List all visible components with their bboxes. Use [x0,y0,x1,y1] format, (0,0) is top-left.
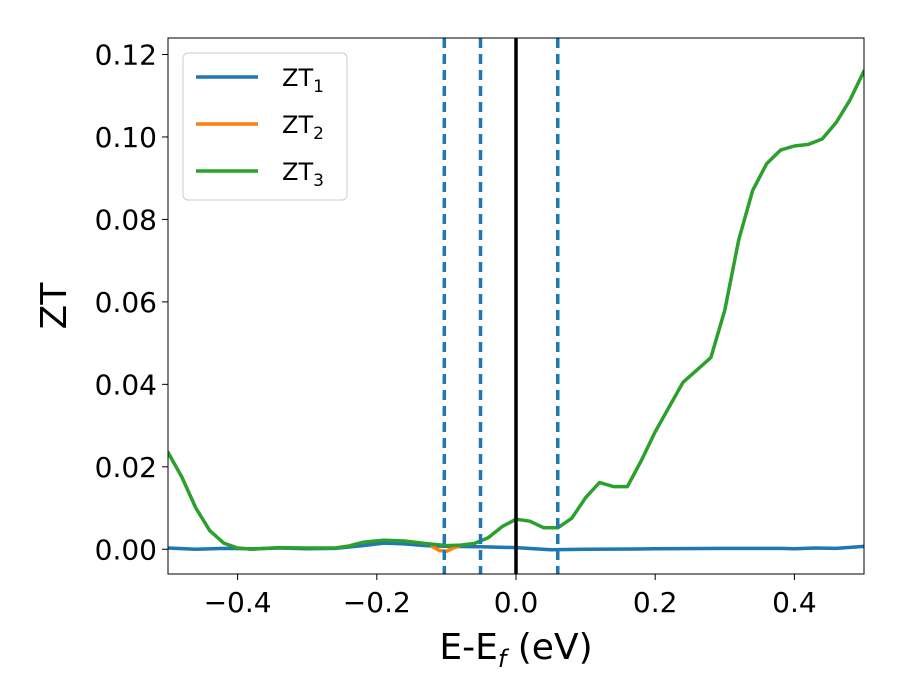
plot-lines [168,69,864,554]
x-axis-label-unit: (eV) [506,627,592,668]
y-axis-label: ZT [34,282,75,330]
y-tick-label: 0.10 [95,121,157,154]
legend-box [182,52,348,201]
legend-label-3: ZT3 [282,158,324,191]
y-tick-label: 0.04 [95,368,157,401]
legend-label-1: ZT1 [282,64,324,97]
series-line-2 [430,543,463,554]
x-axis: −0.4 −0.2 0.0 0.2 0.4 [204,574,817,619]
y-tick-label: 0.08 [95,203,157,236]
x-tick-label: 0.2 [633,586,678,619]
x-tick-label: 0.0 [494,586,539,619]
x-tick-label: 0.4 [772,586,817,619]
y-axis: 0.00 0.02 0.04 0.06 0.08 0.10 0.12 [95,38,168,566]
y-tick-label: 0.12 [95,38,157,71]
y-tick-label: 0.02 [95,451,157,484]
y-tick-label: 0.06 [95,286,157,319]
vertical-markers [442,38,560,574]
x-tick-label: −0.2 [343,586,411,619]
y-tick-label: 0.00 [95,533,157,566]
legend-label-2: ZT2 [282,111,324,144]
x-tick-label: −0.4 [204,586,272,619]
series-line-3 [168,69,864,552]
legend: ZT1 ZT2 ZT3 [182,52,348,201]
x-axis-label: E-Ef (eV) [439,627,592,673]
